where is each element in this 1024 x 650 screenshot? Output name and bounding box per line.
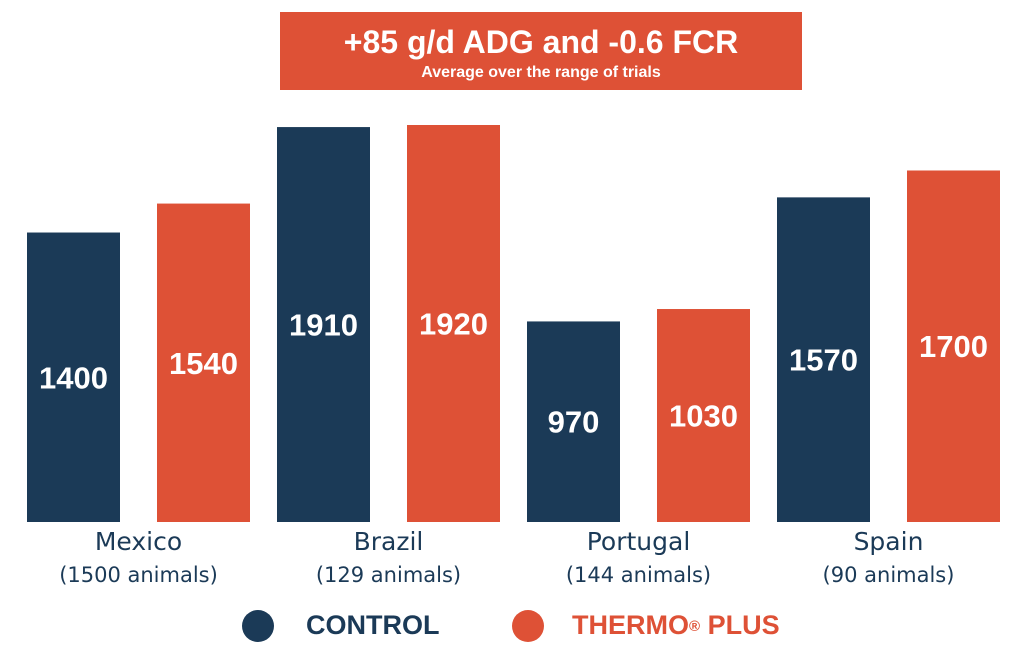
category-sublabel-mexico: (1500 animals) [59, 563, 218, 587]
category-sublabel-portugal: (144 animals) [566, 563, 711, 587]
category-label-mexico: Mexico [95, 527, 182, 556]
bar-thermo-brazil [407, 125, 500, 522]
bar-thermo-spain [907, 170, 1000, 523]
category-label-spain: Spain [854, 527, 924, 556]
bar-control-portugal [527, 321, 620, 522]
data-label-control-spain: 1570 [789, 343, 858, 378]
data-label-control-portugal: 970 [548, 405, 600, 440]
category-label-portugal: Portugal [587, 527, 691, 556]
legend-thermo-label: THERMO® PLUS [572, 610, 780, 640]
data-label-control-mexico: 1400 [39, 360, 108, 395]
category-label-brazil: Brazil [354, 527, 424, 556]
data-label-thermo-mexico: 1540 [169, 346, 238, 381]
bar-chart: 1400 1540 Mexico (1500 animals) 1910 1920 Braz… [27, 125, 1000, 587]
data-label-control-brazil: 1910 [289, 308, 358, 343]
chart-subtitle: Average over the range of trials [421, 64, 661, 81]
data-label-thermo-spain: 1700 [919, 329, 988, 364]
bar-thermo-portugal [657, 309, 750, 522]
bar-control-brazil [277, 127, 370, 522]
chart-title: +85 g/d ADG and -0.6 FCR [343, 24, 739, 60]
legend-control-label: CONTROL [306, 610, 440, 640]
chart-title-banner: +85 g/d ADG and -0.6 FCR Average over th… [280, 12, 802, 90]
bar-control-spain [777, 197, 870, 522]
data-label-thermo-brazil: 1920 [419, 307, 488, 342]
category-sublabel-brazil: (129 animals) [316, 563, 461, 587]
legend: CONTROL THERMO® PLUS [0, 600, 1024, 650]
bar-thermo-mexico [157, 203, 250, 522]
data-label-thermo-portugal: 1030 [669, 399, 738, 434]
bar-control-mexico [27, 232, 120, 523]
legend-thermo-swatch [512, 610, 544, 642]
category-sublabel-spain: (90 animals) [823, 563, 955, 587]
legend-control-swatch [242, 610, 274, 642]
